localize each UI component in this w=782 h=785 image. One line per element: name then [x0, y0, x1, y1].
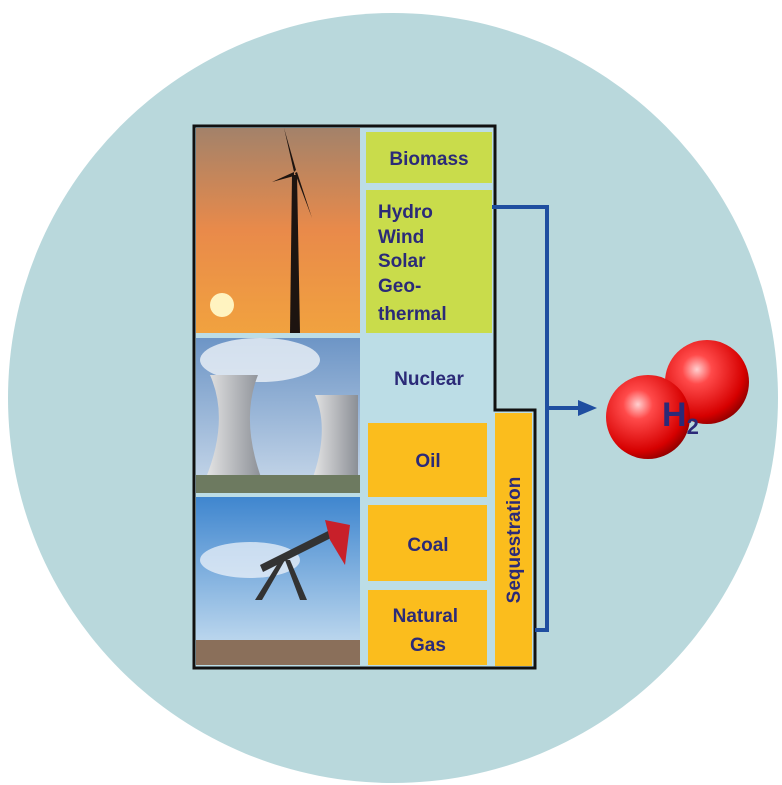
renewables-label: Hydro Wind Solar Geo- thermal — [378, 202, 447, 325]
natural-gas-label: Natural Gas — [393, 606, 464, 656]
nuclear-label: Nuclear — [394, 369, 464, 390]
oil-label: Oil — [415, 451, 440, 472]
biomass-box — [366, 132, 492, 183]
connector — [492, 205, 549, 632]
panel-edge — [495, 408, 537, 668]
natural-gas-box — [368, 590, 487, 665]
arrow-head — [578, 400, 597, 416]
sequestration-label: Sequestration — [504, 477, 525, 604]
renewables-box — [366, 190, 492, 333]
photo-nuclear — [196, 338, 360, 493]
photo-oil — [196, 497, 360, 665]
coal-label: Coal — [407, 535, 448, 556]
photo-wind — [196, 128, 360, 333]
h2-label: H2 — [662, 396, 699, 439]
sequestration-box — [495, 413, 532, 666]
biomass-label: Biomass — [389, 149, 468, 170]
coal-box — [368, 505, 487, 581]
hydrogen-atom — [606, 375, 690, 459]
oil-box — [368, 423, 487, 497]
